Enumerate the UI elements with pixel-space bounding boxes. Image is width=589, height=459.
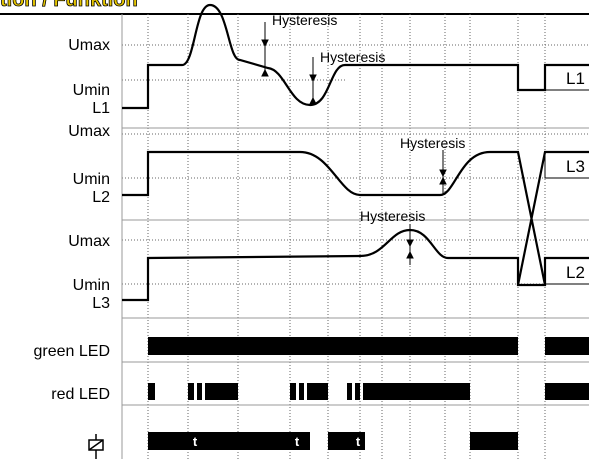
grid: [121, 14, 589, 459]
label: red LED: [51, 386, 110, 403]
line-label: L2: [566, 263, 585, 282]
line-label: L3: [566, 157, 585, 176]
title: tion / Funktion: [0, 0, 138, 11]
right-label-boxes: [544, 65, 589, 285]
green-led-bars: [148, 337, 589, 355]
label: L3: [92, 295, 110, 312]
label: Umax: [68, 123, 110, 140]
hysteresis-label: Hysteresis: [400, 135, 465, 151]
timer-label: t: [356, 434, 361, 449]
label: Umin: [73, 277, 110, 294]
hysteresis-label: Hysteresis: [360, 208, 425, 224]
relay-symbol: [88, 434, 104, 459]
hysteresis-label: Hysteresis: [272, 12, 337, 28]
line-label: L1: [566, 69, 585, 88]
hysteresis-marks: [261, 22, 447, 265]
red-led-bars: [148, 383, 589, 400]
hysteresis-label: Hysteresis: [320, 49, 385, 65]
label: Umax: [68, 233, 110, 250]
label: Umin: [73, 171, 110, 188]
timer-label: t: [193, 434, 198, 449]
label: Umin: [73, 82, 110, 99]
label: green LED: [34, 343, 111, 360]
label: Umax: [68, 37, 110, 54]
relay-bars: [148, 432, 518, 450]
row-labels: Umax Umin L1 Umax Umin L2 Umax Umin L3 g…: [34, 37, 111, 403]
timer-label: t: [295, 434, 300, 449]
label: L2: [92, 189, 110, 206]
label: L1: [92, 100, 110, 117]
